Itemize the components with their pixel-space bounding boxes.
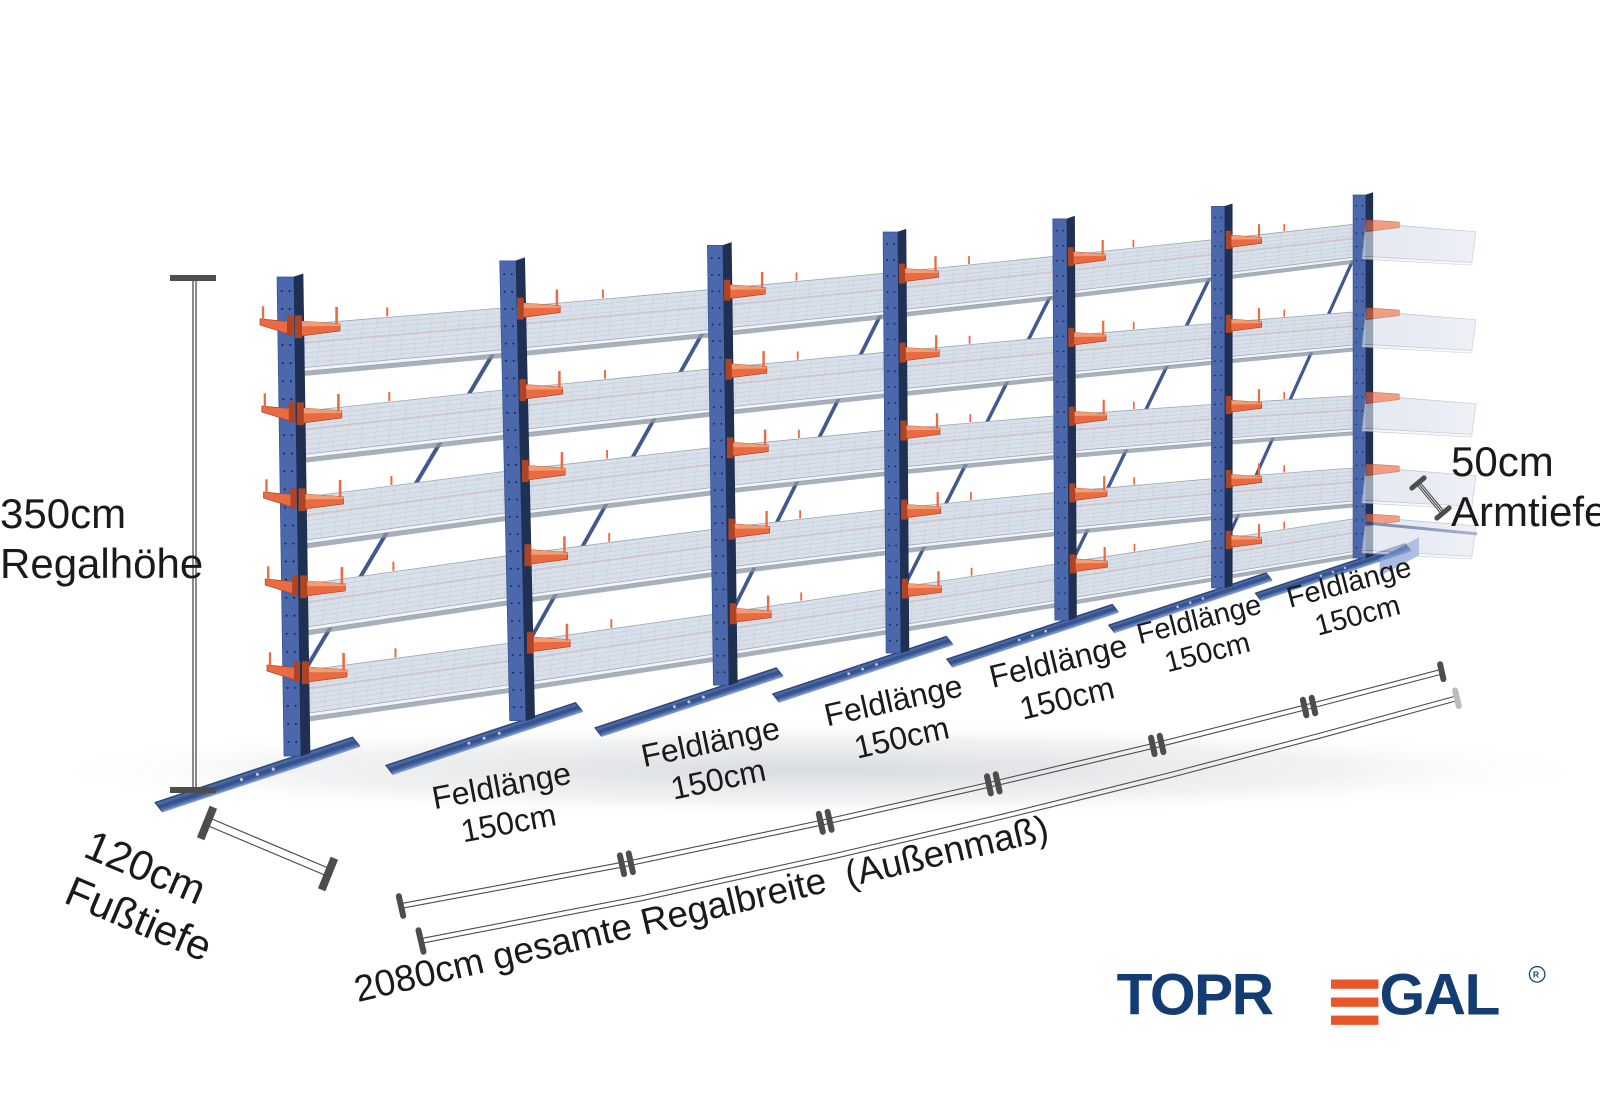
svg-text:TOPR: TOPR: [1117, 963, 1274, 1028]
svg-text:R: R: [1533, 970, 1539, 979]
svg-text:GAL: GAL: [1379, 963, 1499, 1028]
